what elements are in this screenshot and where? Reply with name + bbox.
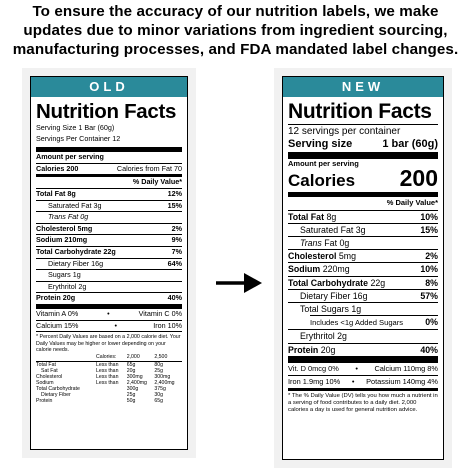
- old-nutrient-row: Saturated Fat 3g 15%: [48, 200, 182, 210]
- new-total-sugars-row: Total Sugars 1g: [300, 304, 362, 315]
- table-row: Dietary Fiber 25g 30g: [41, 391, 163, 398]
- old-nutrient-row: Sugars 1g: [48, 270, 81, 280]
- old-calories: Calories 200: [36, 163, 79, 173]
- table-row: Sodium Less than 2,400mg 2,400mg: [36, 379, 175, 386]
- new-mineral-row: Iron 1.9mg 10% • Potassium 140mg 4%: [288, 377, 438, 387]
- old-amount-per-serving: Amount per serving: [36, 152, 104, 162]
- new-saturated-fat-row: Saturated Fat 3g 15%: [300, 224, 438, 235]
- old-nutrient-row: Total Carbohydrate 22g 7%: [36, 246, 182, 256]
- old-nutrient-row: Total Fat 8g 12%: [36, 188, 182, 198]
- old-serving-size: Serving Size 1 Bar (60g): [36, 123, 115, 132]
- old-dv-table: Calories: 2,000 2,500 Total Fat Less than 65…: [36, 354, 182, 404]
- old-nutrient-row: Trans Fat 0g: [48, 212, 89, 222]
- new-label-tab: NEW: [283, 77, 443, 97]
- new-calories-row: Calories 200: [288, 165, 438, 192]
- old-nutrition-label: OLD Nutrition Facts Serving Size 1 Bar (…: [30, 76, 188, 450]
- new-amount-per-serving: Amount per serving: [288, 159, 359, 169]
- old-calories-row: Calories 200 Calories from Fat 70: [36, 164, 182, 175]
- new-added-sugars-row: Includes <1g Added Sugars 0%: [310, 317, 438, 328]
- new-trans-fat-row: Trans Fat 0g: [300, 238, 350, 249]
- old-label-title: Nutrition Facts: [36, 100, 177, 123]
- table-row: Total Carbohydrate 300g 375g: [36, 385, 166, 392]
- old-vitamin-row: Calcium 15% • Iron 10%: [36, 320, 182, 330]
- new-footnote: * The % Daily Value (DV) tells you how m…: [288, 393, 438, 414]
- table-row: Sat Fat Less than 20g 25g: [41, 368, 163, 375]
- new-sodium-row: Sodium 220mg 10%: [288, 264, 438, 275]
- new-total-fat-row: Total Fat 8g 10%: [288, 211, 438, 222]
- old-label-tab: OLD: [31, 77, 187, 97]
- old-vitamin-row: Vitamin A 0% • Vitamin C 0%: [36, 308, 182, 318]
- new-protein-row: Protein 20g 40%: [288, 344, 438, 355]
- old-nutrient-row: Erythritol 2g: [48, 281, 87, 291]
- table-row: Cholesterol Less than 300mg 300mg: [36, 374, 171, 381]
- new-serving-size-row: Serving size 1 bar (60g): [288, 138, 438, 150]
- old-nutrient-row: Protein 20g 40%: [36, 293, 182, 303]
- old-nutrient-row: Dietary Fiber 16g 64%: [48, 258, 182, 268]
- new-fiber-row: Dietary Fiber 16g 57%: [300, 290, 438, 301]
- new-mineral-row: Vit. D 0mcg 0% • Calcium 110mg 8%: [288, 363, 438, 373]
- old-footnote: * Percent Daily Values are based on a 2,…: [36, 334, 181, 353]
- new-label-title: Nutrition Facts: [288, 100, 432, 123]
- new-serving-size-label: Serving size: [288, 138, 353, 151]
- new-total-carb-row: Total Carbohydrate 22g 8%: [288, 277, 438, 288]
- new-daily-value-heading: % Daily Value*: [386, 198, 438, 208]
- arrow-right-icon: [216, 273, 262, 293]
- new-erythritol-row: Erythritol 2g: [300, 331, 347, 342]
- table-row: Total Fat Less than 65g 80g: [36, 362, 163, 369]
- new-calories-value: 200: [399, 165, 438, 192]
- new-cholesterol-row: Cholesterol 5mg 2%: [288, 251, 438, 262]
- old-servings-per-container: Servings Per Container 12: [36, 133, 121, 143]
- old-calories-from-fat: Calories from Fat 70: [116, 163, 182, 173]
- old-daily-value-heading: % Daily Value*: [132, 177, 182, 187]
- new-serving-size-value: 1 bar (60g): [382, 138, 438, 151]
- new-nutrition-label: NEW Nutrition Facts 12 servings per cont…: [282, 76, 444, 460]
- new-servings-per-container: 12 servings per container: [288, 126, 401, 137]
- old-nutrient-row: Sodium 210mg 9%: [36, 235, 182, 245]
- new-calories-label: Calories: [288, 171, 356, 191]
- header-text: To ensure the accuracy of our nutrition …: [12, 3, 459, 58]
- table-row: Protein 50g 65g: [36, 397, 163, 404]
- old-nutrient-row: Cholesterol 5mg 2%: [36, 223, 182, 233]
- old-dv-table-header: Calories: 2,000 2,500: [95, 354, 168, 361]
